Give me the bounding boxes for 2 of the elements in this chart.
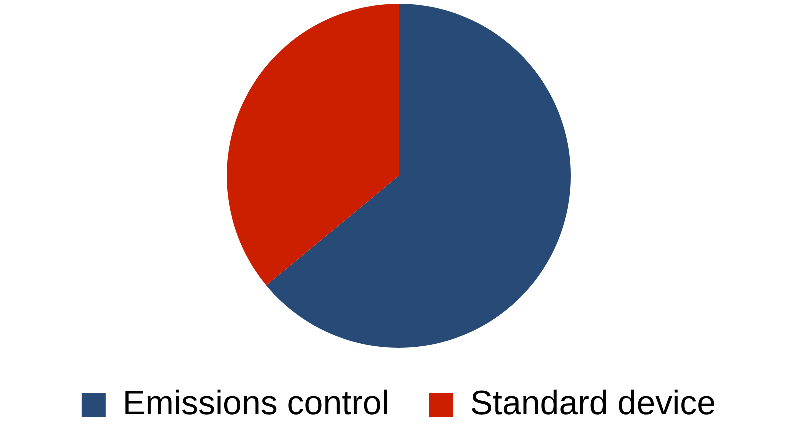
legend-label: Emissions control — [122, 384, 390, 422]
legend-label: Standard device — [470, 384, 716, 422]
